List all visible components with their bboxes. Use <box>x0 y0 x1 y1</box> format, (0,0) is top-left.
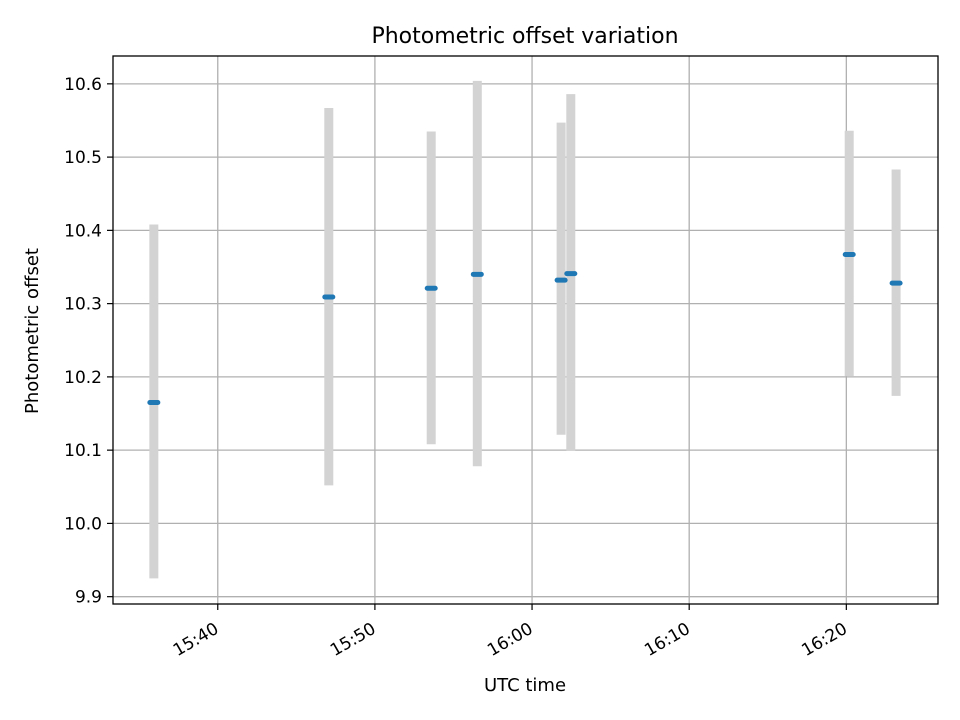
y-tick-label: 10.2 <box>64 368 102 388</box>
chart-title: Photometric offset variation <box>371 24 678 49</box>
y-tick-label: 10.6 <box>64 75 102 95</box>
data-points <box>147 252 903 406</box>
plot-area-frame <box>112 55 939 605</box>
y-tick-label: 10.4 <box>64 221 102 241</box>
y-tick-label: 9.9 <box>75 588 102 608</box>
y-axis-label: Photometric offset <box>22 248 43 414</box>
y-tick-label: 10.0 <box>64 514 102 534</box>
grid <box>113 56 938 604</box>
y-tick-label: 10.1 <box>64 441 102 461</box>
y-tick-label: 10.3 <box>64 295 102 315</box>
y-axis-ticks: 9.9 10.0 10.1 10.2 10.3 10.4 10.5 10.6 <box>64 75 113 608</box>
y-tick-label: 10.5 <box>64 148 102 168</box>
x-axis-label: UTC time <box>484 675 566 696</box>
